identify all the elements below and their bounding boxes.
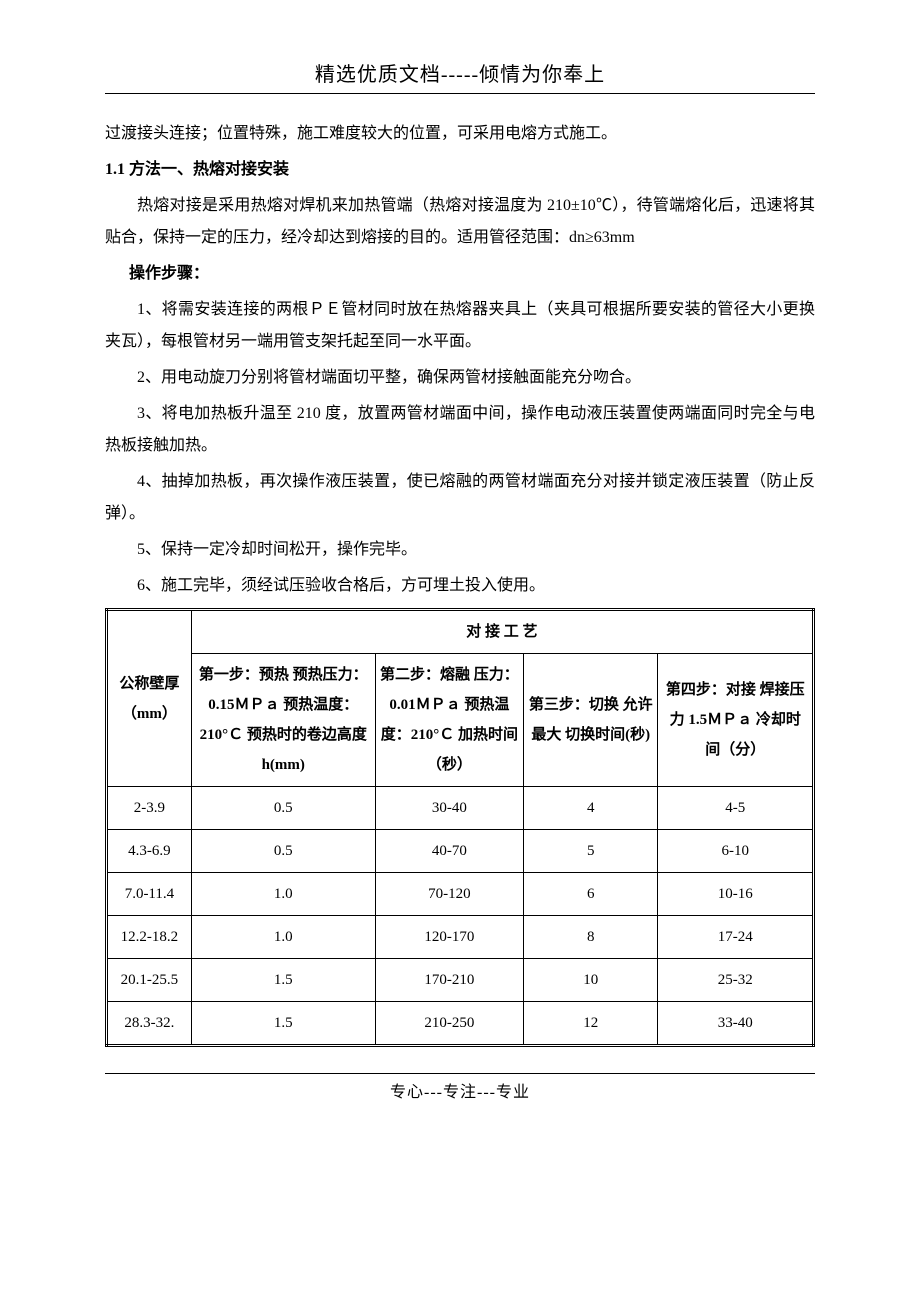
cell-c3: 12 bbox=[524, 1002, 658, 1046]
table-row: 7.0-11.4 1.0 70-120 6 10-16 bbox=[107, 873, 814, 916]
th-step1: 第一步：预热 预热压力：0.15ＭＰａ 预热温度：210°Ｃ 预热时的卷边高度 … bbox=[191, 654, 375, 787]
cell-c4: 4-5 bbox=[658, 787, 814, 830]
step-2: 2、用电动旋刀分别将管材端面切平整，确保两管材接触面能充分吻合。 bbox=[105, 362, 815, 394]
footer-rule bbox=[105, 1073, 815, 1074]
step-6: 6、施工完毕，须经试压验收合格后，方可埋土投入使用。 bbox=[105, 570, 815, 602]
table-row: 4.3-6.9 0.5 40-70 5 6-10 bbox=[107, 830, 814, 873]
cell-c2: 170-210 bbox=[375, 959, 523, 1002]
cell-c4: 10-16 bbox=[658, 873, 814, 916]
para-intro: 过渡接头连接；位置特殊，施工难度较大的位置，可采用电熔方式施工。 bbox=[105, 118, 815, 150]
page-footer: 专心---专注---专业 bbox=[105, 1078, 815, 1102]
step-3: 3、将电加热板升温至 210 度，放置两管材端面中间，操作电动液压装置使两端面同… bbox=[105, 398, 815, 462]
cell-c1: 0.5 bbox=[191, 787, 375, 830]
document-page: 精选优质文档-----倾情为你奉上 过渡接头连接；位置特殊，施工难度较大的位置，… bbox=[0, 0, 920, 1302]
cell-c1: 0.5 bbox=[191, 830, 375, 873]
cell-thk: 12.2-18.2 bbox=[107, 916, 192, 959]
cell-thk: 7.0-11.4 bbox=[107, 873, 192, 916]
cell-c4: 25-32 bbox=[658, 959, 814, 1002]
heading-steps: 操作步骤： bbox=[105, 258, 815, 290]
cell-c3: 6 bbox=[524, 873, 658, 916]
th-process-span: 对 接 工 艺 bbox=[191, 610, 813, 654]
cell-thk: 28.3-32. bbox=[107, 1002, 192, 1046]
cell-thk: 4.3-6.9 bbox=[107, 830, 192, 873]
cell-c3: 10 bbox=[524, 959, 658, 1002]
welding-process-table: 公称壁厚（mm） 对 接 工 艺 第一步：预热 预热压力：0.15ＭＰａ 预热温… bbox=[105, 608, 815, 1047]
table-row: 28.3-32. 1.5 210-250 12 33-40 bbox=[107, 1002, 814, 1046]
table-header-row-1: 公称壁厚（mm） 对 接 工 艺 bbox=[107, 610, 814, 654]
para-method-desc: 热熔对接是采用热熔对焊机来加热管端（热熔对接温度为 210±10℃），待管端熔化… bbox=[105, 190, 815, 254]
table-header-row-2: 第一步：预热 预热压力：0.15ＭＰａ 预热温度：210°Ｃ 预热时的卷边高度 … bbox=[107, 654, 814, 787]
header-rule bbox=[105, 93, 815, 94]
table-row: 12.2-18.2 1.0 120-170 8 17-24 bbox=[107, 916, 814, 959]
th-wall-thickness: 公称壁厚（mm） bbox=[107, 610, 192, 787]
cell-c2: 30-40 bbox=[375, 787, 523, 830]
heading-method-1: 1.1 方法一、热熔对接安装 bbox=[105, 154, 815, 186]
cell-thk: 20.1-25.5 bbox=[107, 959, 192, 1002]
th-step4: 第四步：对接 焊接压力 1.5ＭＰａ 冷却时间（分） bbox=[658, 654, 814, 787]
cell-c3: 5 bbox=[524, 830, 658, 873]
cell-c2: 70-120 bbox=[375, 873, 523, 916]
cell-c3: 8 bbox=[524, 916, 658, 959]
cell-c4: 6-10 bbox=[658, 830, 814, 873]
cell-c1: 1.0 bbox=[191, 916, 375, 959]
step-5: 5、保持一定冷却时间松开，操作完毕。 bbox=[105, 534, 815, 566]
cell-c2: 210-250 bbox=[375, 1002, 523, 1046]
table-row: 20.1-25.5 1.5 170-210 10 25-32 bbox=[107, 959, 814, 1002]
cell-c1: 1.5 bbox=[191, 959, 375, 1002]
cell-thk: 2-3.9 bbox=[107, 787, 192, 830]
table-row: 2-3.9 0.5 30-40 4 4-5 bbox=[107, 787, 814, 830]
th-step3: 第三步：切换 允许最大 切换时间(秒) bbox=[524, 654, 658, 787]
cell-c4: 33-40 bbox=[658, 1002, 814, 1046]
cell-c4: 17-24 bbox=[658, 916, 814, 959]
cell-c1: 1.5 bbox=[191, 1002, 375, 1046]
cell-c1: 1.0 bbox=[191, 873, 375, 916]
step-4: 4、抽掉加热板，再次操作液压装置，使已熔融的两管材端面充分对接并锁定液压装置（防… bbox=[105, 466, 815, 530]
step-1: 1、将需安装连接的两根ＰＥ管材同时放在热熔器夹具上（夹具可根据所要安装的管径大小… bbox=[105, 294, 815, 358]
cell-c3: 4 bbox=[524, 787, 658, 830]
page-header: 精选优质文档-----倾情为你奉上 bbox=[105, 58, 815, 93]
th-step2: 第二步：熔融 压力：0.01ＭＰａ 预热温度：210°Ｃ 加热时间（秒） bbox=[375, 654, 523, 787]
cell-c2: 40-70 bbox=[375, 830, 523, 873]
cell-c2: 120-170 bbox=[375, 916, 523, 959]
